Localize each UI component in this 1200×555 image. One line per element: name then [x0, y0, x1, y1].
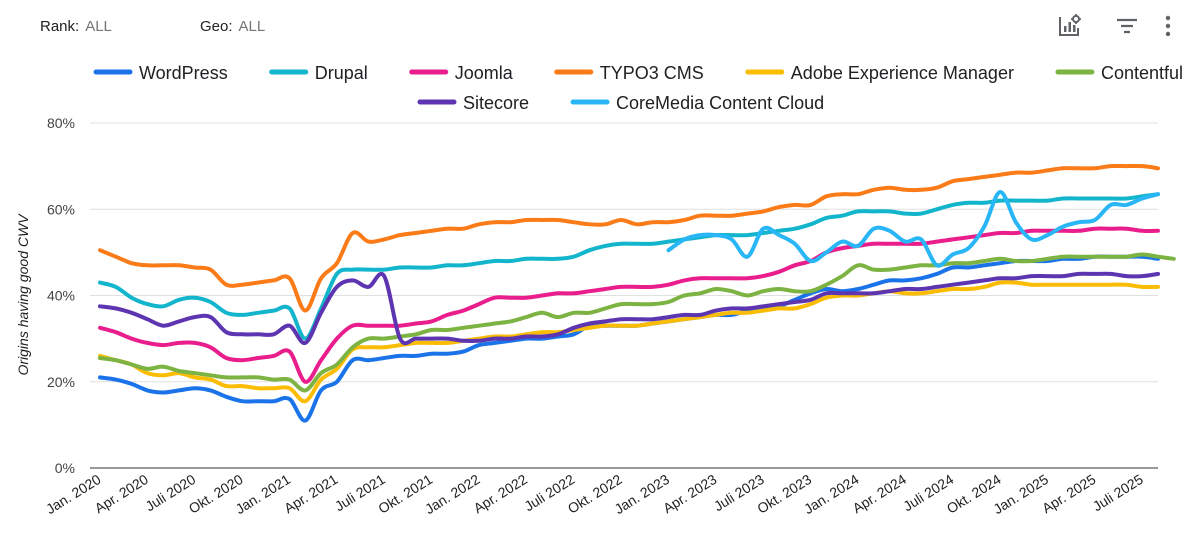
legend-label: Joomla: [455, 63, 514, 83]
legend-item[interactable]: TYPO3 CMS: [554, 63, 704, 83]
legend: WordPress Drupal Joomla TYPO3 CMS Adobe Expe…: [93, 63, 1183, 113]
x-tick-label: Jan. 2023: [611, 471, 672, 517]
legend-item[interactable]: Joomla: [409, 63, 514, 83]
x-tick-label: Apr. 2023: [660, 471, 719, 516]
more-vert-icon[interactable]: [1156, 12, 1184, 40]
y-tick-label: 20%: [47, 374, 75, 390]
series-line-contentful[interactable]: [98, 252, 1176, 393]
y-axis-ticks: 0% 20% 40% 60% 80%: [47, 115, 75, 476]
geo-filter-value: ALL: [238, 18, 266, 35]
series-line-drupal[interactable]: [98, 192, 1160, 341]
x-tick-label: Jan. 2021: [232, 471, 293, 517]
x-tick-label: Apr. 2024: [850, 471, 909, 516]
y-tick-label: 80%: [47, 115, 75, 131]
y-axis-label: Origins having good CWV: [15, 213, 31, 376]
legend-label: Contentful: [1101, 63, 1183, 83]
x-tick-label: Jan. 2022: [422, 471, 483, 517]
grid: [90, 122, 1158, 469]
legend-label: Drupal: [315, 63, 368, 83]
legend-label: Adobe Experience Manager: [791, 63, 1014, 83]
y-tick-label: 0%: [55, 460, 75, 476]
legend-item[interactable]: CoreMedia Content Cloud: [570, 93, 824, 113]
series-line-sitecore[interactable]: [98, 271, 1160, 346]
legend-item[interactable]: WordPress: [93, 63, 228, 83]
geo-filter[interactable]: Geo: ALL: [200, 18, 265, 35]
legend-item[interactable]: Adobe Experience Manager: [745, 63, 1014, 83]
legend-label: CoreMedia Content Cloud: [616, 93, 824, 113]
y-tick-label: 60%: [47, 201, 75, 217]
legend-label: WordPress: [139, 63, 228, 83]
legend-item[interactable]: Drupal: [269, 63, 368, 83]
series-lines: [98, 163, 1176, 423]
series-line-coremedia-content-cloud[interactable]: [666, 190, 1160, 268]
legend-label: Sitecore: [463, 93, 529, 113]
legend-label: TYPO3 CMS: [600, 63, 704, 83]
legend-item[interactable]: Sitecore: [417, 93, 529, 113]
rank-filter-value: ALL: [85, 18, 112, 35]
series-line-joomla[interactable]: [98, 226, 1160, 384]
x-tick-label: Jan. 2025: [990, 471, 1051, 517]
y-tick-label: 40%: [47, 288, 75, 304]
x-tick-label: Apr. 2022: [471, 471, 530, 516]
legend-item[interactable]: Contentful: [1055, 63, 1183, 83]
x-tick-label: Juli 2025: [1090, 471, 1146, 514]
x-tick-label: Apr. 2025: [1039, 471, 1098, 516]
series-line-typo3-cms[interactable]: [98, 163, 1160, 313]
x-tick-label: Apr. 2021: [281, 471, 340, 516]
x-tick-label: Apr. 2020: [92, 471, 151, 516]
x-tick-label: Jan. 2020: [43, 471, 104, 517]
filter-icon[interactable]: [1113, 12, 1141, 40]
geo-filter-label: Geo:: [200, 18, 233, 35]
rank-filter[interactable]: Rank: ALL: [40, 18, 112, 35]
x-tick-label: Jan. 2024: [801, 471, 862, 517]
series-line-adobe-experience-manager[interactable]: [98, 280, 1160, 404]
rank-filter-label: Rank:: [40, 18, 80, 35]
chart-settings-icon[interactable]: [1056, 12, 1084, 40]
